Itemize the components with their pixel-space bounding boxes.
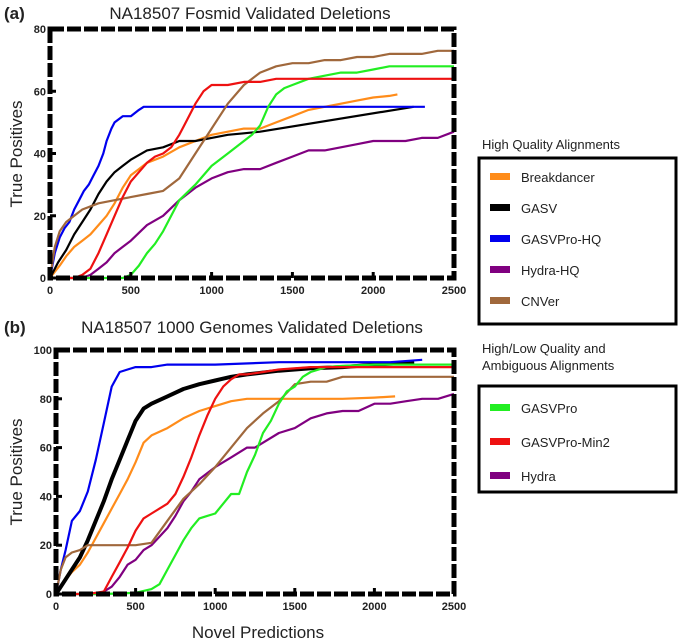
x-tick-label: 2500 — [442, 285, 466, 297]
x-tick-label: 500 — [122, 285, 140, 297]
y-tick-label: 0 — [40, 273, 46, 285]
panel-b-title: NA18507 1000 Genomes Validated Deletions — [81, 318, 423, 337]
legend-label: Hydra-HQ — [521, 263, 580, 278]
x-tick-label: 0 — [53, 601, 59, 613]
series-line-gasvpro-min2 — [56, 366, 454, 596]
legend-mixed-quality-title-line1: High/Low Quality and — [482, 341, 606, 356]
legend-label: GASVPro-Min2 — [521, 435, 610, 450]
y-tick-label: 80 — [40, 394, 52, 406]
x-tick-label: 1500 — [280, 285, 304, 297]
legend-swatch — [490, 235, 510, 242]
series-line-gasvpro-min2 — [50, 77, 454, 280]
panel-b-label: (b) — [4, 318, 26, 337]
legend-high-quality-title: High Quality Alignments — [482, 137, 621, 152]
y-tick-label: 40 — [40, 491, 52, 503]
legend-swatch — [490, 438, 510, 445]
legend-swatch — [490, 297, 510, 304]
y-tick-label: 80 — [34, 24, 46, 36]
legend-label: Hydra — [521, 469, 556, 484]
x-tick-label: 0 — [47, 285, 53, 297]
legend-label: Breakdancer — [521, 170, 595, 185]
panel-a-series — [48, 49, 455, 280]
series-line-gasvpro — [50, 65, 454, 280]
legend-swatch — [490, 266, 510, 273]
legend-swatch — [490, 404, 510, 411]
x-tick-label: 2000 — [361, 285, 385, 297]
panel-b-y-axis-label: True Positives — [7, 418, 26, 525]
legend-label: GASVPro — [521, 401, 577, 416]
legend-high-quality-items: Breakdancer GASV GASVPro-HQ Hydra-HQ CNVer — [490, 170, 601, 309]
panel-a-title: NA18507 Fosmid Validated Deletions — [109, 4, 390, 23]
y-tick-label: 20 — [34, 211, 46, 223]
series-line-cnver — [48, 49, 454, 279]
legend-mixed-quality: High/Low Quality and Ambiguous Alignment… — [477, 341, 678, 494]
legend-swatch — [490, 472, 510, 479]
panel-b-ticks: 0 500 1000 1500 2000 2500 0 20 40 60 80 100 — [34, 345, 467, 613]
legend-label: CNVer — [521, 294, 560, 309]
panel-b-frame — [53, 347, 457, 597]
series-line-cnver — [54, 375, 454, 595]
x-tick-label: 1000 — [199, 285, 223, 297]
x-tick-label: 2500 — [442, 601, 466, 613]
y-tick-label: 0 — [46, 589, 52, 601]
series-line-gasvpro — [56, 363, 454, 596]
legend-swatch — [490, 173, 510, 180]
series-line-hydra — [56, 392, 455, 596]
legend-label: GASVPro-HQ — [521, 232, 601, 247]
panel-a-ticks: 0 500 1000 1500 2000 2500 0 20 40 60 80 — [34, 24, 466, 297]
panel-a-label: (a) — [4, 4, 25, 23]
series-line-gasvpro-hq — [54, 358, 423, 595]
panel-a-y-axis-label: True Positives — [7, 100, 26, 207]
legend-mixed-quality-title-line2: Ambiguous Alignments — [482, 358, 615, 373]
y-tick-label: 60 — [34, 86, 46, 98]
panel-b-series — [54, 358, 455, 596]
y-tick-label: 40 — [34, 149, 46, 161]
series-line-breakdancer — [49, 93, 398, 279]
y-tick-label: 20 — [40, 540, 52, 552]
x-tick-label: 2000 — [362, 601, 386, 613]
series-line-gasv — [54, 360, 415, 596]
x-tick-label: 1500 — [283, 601, 307, 613]
legend-mixed-quality-items: GASVPro GASVPro-Min2 Hydra — [490, 401, 610, 484]
y-tick-label: 60 — [40, 443, 52, 455]
x-tick-label: 1000 — [203, 601, 227, 613]
panel-b-x-axis-label: Novel Predictions — [192, 623, 324, 642]
series-line-hydra-hq — [50, 130, 455, 280]
legend-mixed-quality-box — [477, 384, 678, 494]
x-tick-label: 500 — [126, 601, 144, 613]
panel-b: (b) NA18507 1000 Genomes Validated Delet… — [4, 318, 466, 642]
legend-high-quality: High Quality Alignments Breakdancer GASV G… — [477, 137, 678, 326]
legend-high-quality-box — [477, 156, 678, 326]
legend-swatch — [490, 204, 510, 211]
series-line-breakdancer — [55, 395, 396, 595]
legend-label: GASV — [521, 201, 557, 216]
panel-a-frame — [47, 26, 457, 281]
series-line-gasvpro-hq — [48, 105, 425, 279]
series-line-gasv — [49, 105, 414, 279]
y-tick-label: 100 — [34, 345, 52, 357]
panel-a: (a) NA18507 Fosmid Validated Deletions T… — [4, 4, 466, 297]
